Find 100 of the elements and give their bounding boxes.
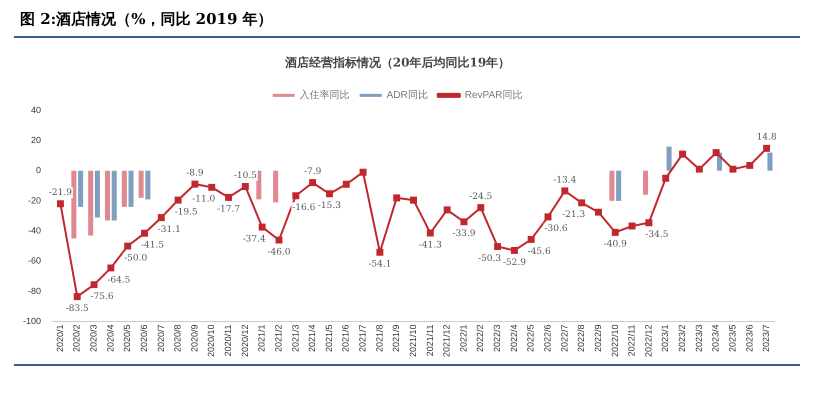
x-tick-label: 2020/5 [122, 324, 132, 352]
x-tick-label: 2023/3 [694, 324, 704, 352]
data-label: -33.9 [452, 229, 476, 240]
bar [122, 170, 127, 207]
y-tick-label: 0 [36, 165, 42, 176]
bar [112, 170, 117, 220]
point [578, 199, 586, 206]
x-tick-label: 2021/3 [290, 324, 300, 352]
point [477, 204, 484, 212]
point [679, 150, 686, 158]
point [763, 144, 770, 152]
x-tick-label: 2022/8 [576, 324, 586, 352]
x-tick-label: 2023/7 [761, 324, 772, 352]
point [696, 166, 703, 173]
data-label: -21.9 [48, 188, 72, 198]
x-tick-label: 2021/2 [273, 324, 284, 352]
x-tick-label: 2021/1 [256, 324, 267, 352]
data-label: -40.9 [604, 240, 628, 250]
data-label: -83.5 [66, 304, 90, 314]
y-tick-label: -100 [23, 316, 42, 326]
point [309, 179, 316, 186]
data-label: -24.5 [469, 192, 493, 202]
x-tick-label: 2021/8 [374, 324, 384, 352]
x-tick-label: 2022/11 [626, 324, 637, 356]
data-label: -8.9 [186, 168, 204, 178]
x-tick-label: 2022/2 [475, 324, 486, 352]
point [528, 236, 535, 243]
x-tick-label: 2022/4 [508, 324, 519, 352]
data-label: -19.5 [174, 207, 198, 218]
point [326, 190, 333, 198]
point [712, 149, 720, 156]
data-label: -13.4 [553, 175, 577, 186]
point [191, 180, 198, 188]
bar [145, 170, 150, 200]
x-tick-label: 2023/2 [677, 324, 688, 352]
x-tick-label: 2023/4 [710, 324, 721, 352]
y-tick-label: 20 [31, 135, 42, 146]
data-label: -21.3 [562, 210, 586, 220]
data-label: -41.3 [418, 240, 442, 250]
point [393, 194, 400, 202]
data-label: -46.0 [267, 247, 291, 258]
data-label: -17.7 [217, 204, 240, 215]
data-label: -10.5 [234, 170, 258, 181]
bar [138, 170, 144, 198]
point [746, 162, 754, 169]
x-tick-label: 2021/12 [442, 324, 452, 358]
data-label: -41.5 [140, 240, 164, 251]
data-label: -15.3 [318, 201, 342, 212]
data-label: -54.1 [368, 260, 392, 270]
point [258, 224, 266, 231]
x-tick-label: 2020/9 [189, 324, 200, 352]
point [628, 222, 636, 230]
point [276, 236, 282, 244]
x-tick-label: 2023/6 [744, 324, 754, 352]
x-tick-label: 2020/8 [172, 324, 183, 352]
data-label: -16.6 [292, 203, 316, 214]
x-tick-label: 2020/1 [54, 324, 65, 352]
x-tick-label: 2022/10 [610, 324, 620, 358]
x-tick-label: 2021/10 [408, 324, 418, 358]
point [56, 200, 64, 208]
chart-subtitle: 酒店经营指标情况（20年后均同比19年） [284, 55, 510, 70]
data-label: -31.1 [158, 224, 181, 235]
point [107, 264, 114, 272]
point [612, 228, 619, 236]
x-tick-label: 2021/4 [307, 324, 318, 352]
point [510, 246, 518, 254]
x-tick-label: 2020/12 [240, 324, 250, 358]
data-label: -11.0 [192, 194, 216, 205]
x-tick-label: 2021/7 [358, 324, 368, 352]
y-tick-label: -40 [28, 225, 42, 236]
point [494, 243, 502, 250]
x-tick-label: 2022/7 [559, 324, 570, 352]
x-tick-label: 2023/5 [727, 324, 738, 352]
x-tick-label: 2020/11 [223, 324, 234, 356]
data-label: -75.6 [90, 292, 114, 302]
bar [128, 170, 134, 207]
point [74, 293, 81, 300]
x-tick-label: 2020/10 [206, 324, 216, 358]
bar [88, 170, 94, 236]
data-label: -50.3 [478, 254, 502, 264]
point [561, 187, 568, 194]
bar [616, 170, 622, 201]
point [208, 184, 216, 191]
data-label: -64.5 [107, 275, 131, 286]
bar [609, 170, 614, 201]
point [141, 230, 148, 237]
point [174, 196, 182, 204]
legend-label: RevPAR同比 [464, 89, 522, 102]
bar [767, 152, 772, 171]
data-label: 14.8 [756, 132, 777, 143]
data-label: -45.6 [528, 246, 552, 257]
point [594, 208, 602, 216]
x-tick-label: 2021/6 [340, 324, 351, 352]
data-label: -34.5 [645, 230, 669, 240]
legend-label: 入住率同比 [300, 89, 350, 102]
x-tick-label: 2020/6 [138, 324, 149, 352]
bar [94, 170, 100, 218]
x-tick-label: 2020/7 [156, 324, 166, 352]
point [729, 166, 736, 173]
point [662, 174, 670, 182]
